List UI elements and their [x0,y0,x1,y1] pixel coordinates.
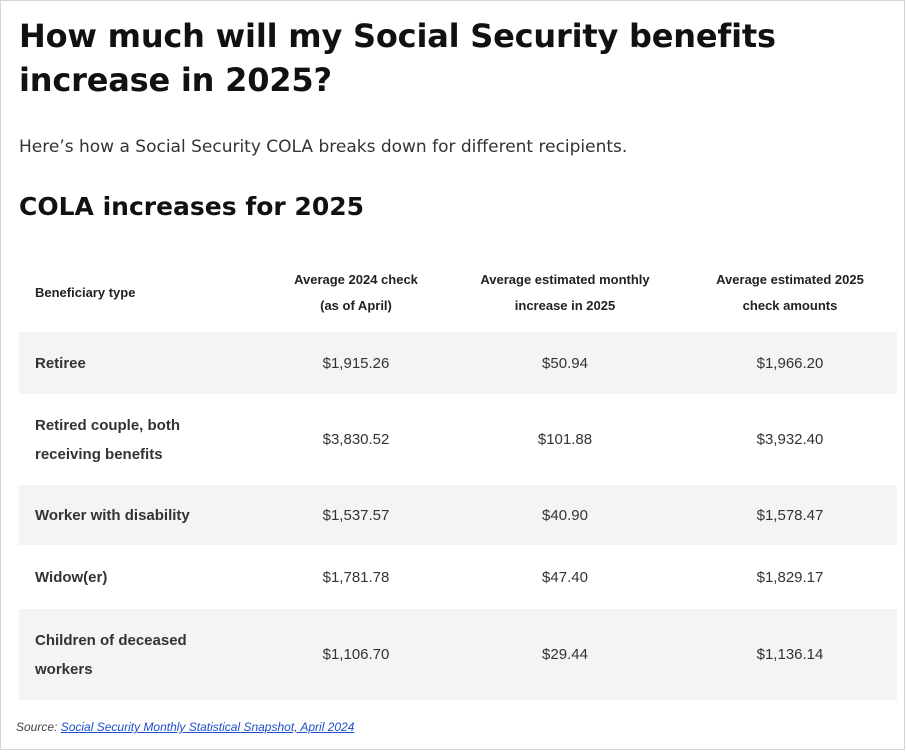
cell-check-2024: $1,106.70 [265,609,447,700]
table-row: Widow(er) $1,781.78 $47.40 $1,829.17 [19,545,897,609]
cell-increase-2025: $47.40 [542,568,588,586]
cell-beneficiary-type: Retiree [19,332,265,394]
cell-increase-2025: $50.94 [447,332,683,394]
cell-increase-2025: $101.88 [537,431,593,448]
cell-beneficiary-type: Widow(er) [19,545,265,609]
cell-check-2024: $3,830.52 [322,431,390,448]
type-line: receiving benefits [35,445,163,463]
header-beneficiary-type: Beneficiary type [19,254,265,332]
table-row: Children of deceased workers $1,106.70 $… [19,609,897,700]
cell-beneficiary-type: Worker with disability [19,485,265,545]
type-line: Retiree [35,354,86,372]
cell-beneficiary-type: Retired couple, both receiving benefits [19,394,265,485]
type-line: workers [35,660,93,678]
section-title: COLA increases for 2025 [19,192,365,221]
header-line: Average 2024 check [294,272,418,287]
cell-beneficiary-type: Children of deceased workers [19,609,265,700]
cell-check-2025: $1,578.47 [683,485,897,545]
page-title: How much will my Social Security benefit… [19,17,776,99]
header-line: increase in 2025 [514,298,616,313]
header-average-2024-check: Average 2024 check (as of April) [265,254,447,332]
table-header-row: Beneficiary type Average 2024 check (as … [19,254,897,332]
source-link[interactable]: Social Security Monthly Statistical Snap… [60,720,355,734]
cell-check-2025: $1,829.17 [756,568,824,586]
header-line: (as of April) [320,298,392,313]
table-row: Worker with disability $1,537.57 $40.90 … [19,485,897,545]
source-note: Source: Social Security Monthly Statisti… [16,720,354,734]
cell-check-2025: $1,966.20 [683,332,897,394]
cell-check-2024: $1,781.78 [322,568,390,586]
header-line: check amounts [742,298,838,313]
page-subtitle: Here’s how a Social Security COLA breaks… [19,137,628,157]
cell-increase-2025: $40.90 [447,485,683,545]
cell-check-2025: $1,136.14 [683,609,897,700]
type-line: Worker with disability [35,506,190,524]
source-label: Source: [16,720,58,734]
cell-increase-2025: $29.44 [447,609,683,700]
header-2025-check-amounts: Average estimated 2025 check amounts [683,254,897,332]
header-line: Average estimated 2025 [716,272,864,287]
cell-check-2025: $3,932.40 [756,431,824,448]
cell-check-2024: $1,915.26 [265,332,447,394]
cola-table: Beneficiary type Average 2024 check (as … [19,254,897,700]
type-line: Widow(er) [35,568,108,586]
header-monthly-increase: Average estimated monthly increase in 20… [447,254,683,332]
type-line: Retired couple, both [35,416,181,434]
table-row: Retiree $1,915.26 $50.94 $1,966.20 [19,332,897,394]
table-row: Retired couple, both receiving benefits … [19,394,897,485]
type-line: Children of deceased [35,631,187,649]
header-line: Beneficiary type [35,285,136,300]
cell-check-2024: $1,537.57 [265,485,447,545]
header-line: Average estimated monthly [480,272,650,287]
